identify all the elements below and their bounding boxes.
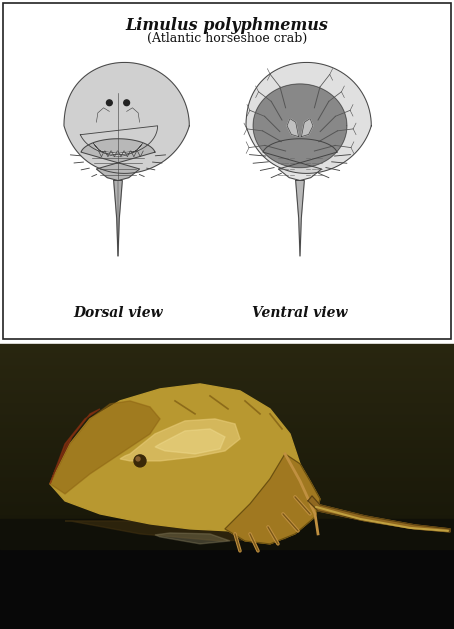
Text: Limulus polyphmemus: Limulus polyphmemus <box>126 18 328 35</box>
Text: Ventral view: Ventral view <box>252 306 348 320</box>
Circle shape <box>134 455 146 467</box>
Circle shape <box>136 457 140 461</box>
Polygon shape <box>50 409 100 484</box>
Polygon shape <box>94 143 143 156</box>
Polygon shape <box>65 519 300 541</box>
Polygon shape <box>120 419 240 461</box>
Polygon shape <box>0 519 454 549</box>
Polygon shape <box>296 181 304 256</box>
Polygon shape <box>50 401 160 494</box>
Text: Dorsal view: Dorsal view <box>73 306 163 320</box>
Polygon shape <box>155 533 230 544</box>
Polygon shape <box>246 62 371 174</box>
Polygon shape <box>155 429 225 454</box>
Polygon shape <box>301 119 313 136</box>
Polygon shape <box>64 62 189 174</box>
Polygon shape <box>308 496 450 532</box>
Polygon shape <box>225 454 320 544</box>
Polygon shape <box>263 139 337 181</box>
Polygon shape <box>0 549 454 629</box>
Polygon shape <box>114 181 122 256</box>
Polygon shape <box>287 119 299 136</box>
Polygon shape <box>81 139 155 181</box>
Circle shape <box>107 100 112 106</box>
Polygon shape <box>253 84 347 167</box>
Polygon shape <box>50 384 300 531</box>
Text: (Atlantic horseshoe crab): (Atlantic horseshoe crab) <box>147 33 307 45</box>
Circle shape <box>124 100 129 106</box>
